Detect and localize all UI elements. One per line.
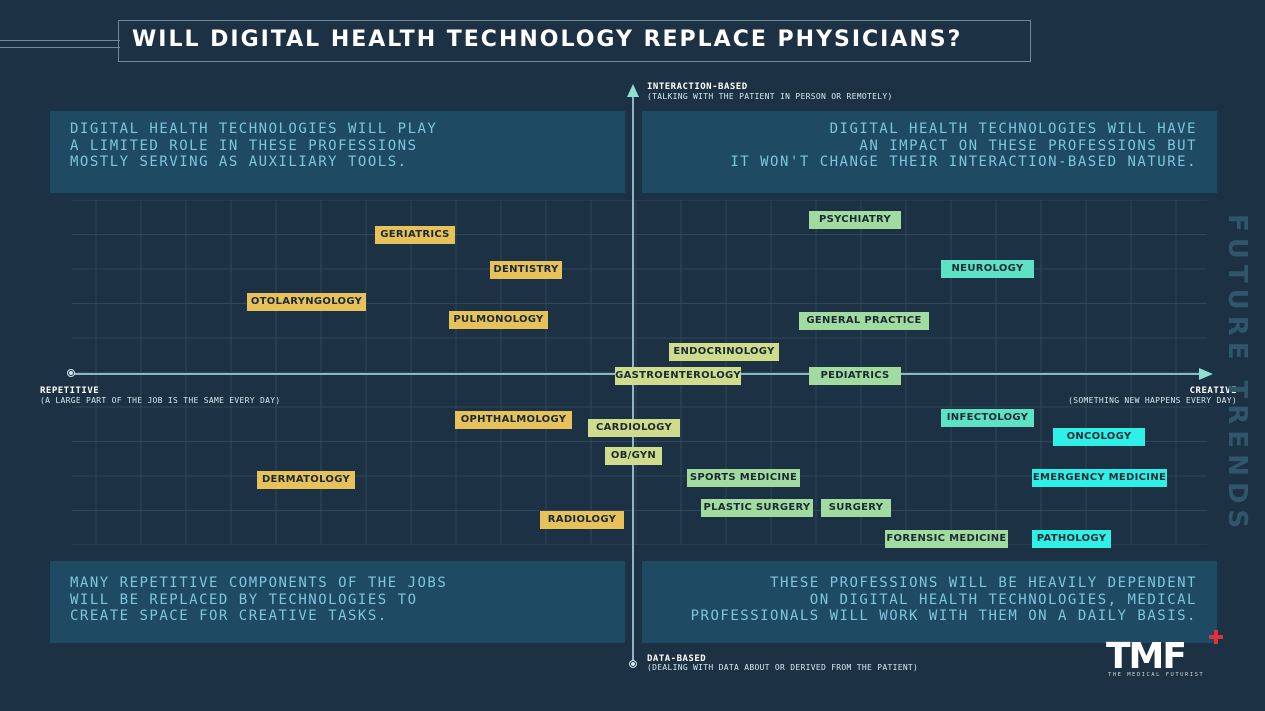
title-decor-line [0, 47, 120, 48]
profession-tag-pathology: PATHOLOGY [1032, 530, 1111, 548]
axis-label-bottom: DATA-BASED [647, 654, 707, 664]
profession-tag-ob-gyn: OB/GYN [605, 447, 662, 465]
profession-tag-gastroenterology: GASTROENTEROLOGY [615, 367, 741, 385]
profession-tag-cardiology: CARDIOLOGY [588, 419, 680, 437]
page-title: WILL DIGITAL HEALTH TECHNOLOGY REPLACE P… [132, 27, 963, 52]
svg-text:TMF: TMF [1106, 636, 1185, 677]
axis-label-left: REPETITIVE [40, 386, 100, 396]
profession-tag-plastic-surgery: PLASTIC SURGERY [701, 499, 813, 517]
profession-tag-endocrinology: ENDOCRINOLOGY [669, 343, 779, 361]
profession-tag-pulmonology: PULMONOLOGY [449, 311, 548, 329]
quadrant-bottom-left-text: MANY REPETITIVE COMPONENTS OF THE JOBS W… [50, 561, 625, 643]
profession-tag-general-practice: GENERAL PRACTICE [799, 312, 929, 330]
axis-label-right: CREATIVE [1189, 386, 1237, 396]
axis-sublabel-bottom: (DEALING WITH DATA ABOUT OR DERIVED FROM… [647, 663, 919, 672]
profession-tag-dentistry: DENTISTRY [490, 261, 562, 279]
axis-sublabel-top: (TALKING WITH THE PATIENT IN PERSON OR R… [647, 92, 893, 101]
tmf-logo-icon: TMF [1106, 630, 1223, 677]
quadrant-top-right-text: DIGITAL HEALTH TECHNOLOGIES WILL HAVE AN… [642, 111, 1217, 193]
title-decor-line [0, 40, 120, 41]
profession-tag-forensic-medicine: FORENSIC MEDICINE [885, 530, 1008, 548]
axis-arrow-up-icon [627, 84, 639, 97]
title-frame [118, 20, 1031, 62]
profession-tag-emergency-medicine: EMERGENCY MEDICINE [1032, 469, 1167, 487]
quadrant-top-left-text: DIGITAL HEALTH TECHNOLOGIES WILL PLAY A … [50, 111, 625, 193]
profession-tag-neurology: NEUROLOGY [941, 260, 1034, 278]
axis-arrow-right-icon [1199, 368, 1213, 380]
profession-tag-geriatrics: GERIATRICS [375, 226, 455, 244]
profession-tag-psychiatry: PSYCHIATRY [809, 211, 901, 229]
axis-sublabel-right: (SOMETHING NEW HAPPENS EVERY DAY) [1068, 396, 1237, 405]
axis-sublabel-left: (A LARGE PART OF THE JOB IS THE SAME EVE… [40, 396, 281, 405]
axis-origin-left-icon [67, 369, 75, 377]
profession-tag-surgery: SURGERY [821, 499, 891, 517]
axis-origin-bottom-icon [629, 660, 637, 668]
logo-subtitle: THE MEDICAL FUTURIST [1108, 672, 1205, 678]
profession-tag-ophthalmology: OPHTHALMOLOGY [455, 411, 572, 429]
profession-tag-dermatology: DERMATOLOGY [257, 471, 355, 489]
quadrant-bottom-right-text: THESE PROFESSIONS WILL BE HEAVILY DEPEND… [642, 561, 1217, 643]
axis-label-top: INTERACTION-BASED [647, 82, 748, 92]
profession-tag-sports-medicine: SPORTS MEDICINE [687, 469, 800, 487]
profession-tag-pediatrics: PEDIATRICS [809, 367, 901, 385]
profession-tag-oncology: ONCOLOGY [1053, 428, 1145, 446]
profession-tag-infectology: INFECTOLOGY [941, 409, 1034, 427]
background-grid [72, 200, 1207, 545]
future-trends-watermark: FUTURE TRENDS [1222, 214, 1252, 535]
profession-tag-radiology: RADIOLOGY [540, 511, 624, 529]
profession-tag-otolaryngology: OTOLARYNGOLOGY [247, 293, 366, 311]
